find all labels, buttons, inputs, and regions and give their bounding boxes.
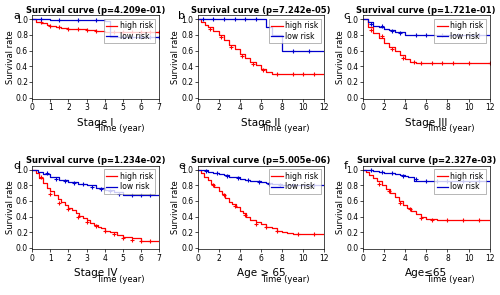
Y-axis label: Survival rate: Survival rate — [336, 181, 345, 235]
Y-axis label: Survival rate: Survival rate — [336, 30, 345, 84]
Text: Age > 65: Age > 65 — [236, 268, 286, 278]
X-axis label: Age≤65  Time (year): Age≤65 Time (year) — [0, 294, 1, 295]
Text: Stage IV: Stage IV — [74, 268, 118, 278]
Legend: high risk, low risk: high risk, low risk — [104, 19, 156, 43]
Title: Survival curve (p=2.327e-03): Survival curve (p=2.327e-03) — [356, 156, 496, 165]
Text: Time (year): Time (year) — [426, 124, 474, 133]
Title: Survival curve (p=1.721e-01): Survival curve (p=1.721e-01) — [356, 6, 496, 14]
Legend: high risk, low risk: high risk, low risk — [269, 19, 320, 43]
Text: f: f — [344, 161, 348, 171]
Text: Stage III: Stage III — [405, 118, 448, 128]
X-axis label: Stage I  Time (year): Stage I Time (year) — [0, 294, 1, 295]
Y-axis label: Survival rate: Survival rate — [6, 181, 15, 235]
X-axis label: Age > 65  Time (year): Age > 65 Time (year) — [0, 294, 1, 295]
Y-axis label: Survival rate: Survival rate — [6, 30, 15, 84]
Text: d: d — [13, 161, 20, 171]
Text: Time (year): Time (year) — [261, 124, 310, 133]
X-axis label: Stage IV  Time (year): Stage IV Time (year) — [0, 294, 1, 295]
Text: Age≤65: Age≤65 — [405, 268, 448, 278]
Legend: high risk, low risk: high risk, low risk — [104, 169, 156, 194]
Legend: high risk, low risk: high risk, low risk — [434, 19, 486, 43]
Text: c: c — [344, 11, 350, 21]
Y-axis label: Survival rate: Survival rate — [171, 181, 180, 235]
Text: Time (year): Time (year) — [426, 275, 474, 283]
Text: a: a — [13, 11, 20, 21]
Text: Stage II: Stage II — [242, 118, 281, 128]
Text: Time (year): Time (year) — [96, 275, 144, 283]
Legend: high risk, low risk: high risk, low risk — [434, 169, 486, 194]
Text: Stage I: Stage I — [78, 118, 114, 128]
Text: Time (year): Time (year) — [261, 275, 310, 283]
Text: Time (year): Time (year) — [96, 124, 144, 133]
Title: Survival curve (p=5.005e-06): Survival curve (p=5.005e-06) — [192, 156, 330, 165]
X-axis label: Stage III  Time (year): Stage III Time (year) — [0, 294, 1, 295]
Title: Survival curve (p=7.242e-05): Survival curve (p=7.242e-05) — [191, 6, 330, 14]
Text: e: e — [178, 161, 186, 171]
Title: Survival curve (p=4.209e-01): Survival curve (p=4.209e-01) — [26, 6, 166, 14]
X-axis label: Stage II  Time (year): Stage II Time (year) — [0, 294, 1, 295]
Y-axis label: Survival rate: Survival rate — [171, 30, 180, 84]
Legend: high risk, low risk: high risk, low risk — [269, 169, 320, 194]
Title: Survival curve (p=1.234e-02): Survival curve (p=1.234e-02) — [26, 156, 166, 165]
Text: b: b — [178, 11, 186, 21]
